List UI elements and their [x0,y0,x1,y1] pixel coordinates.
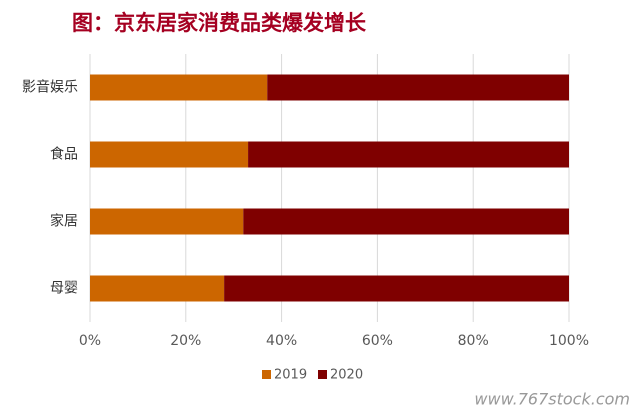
x-tick-label: 100% [549,333,589,349]
x-tick-label: 20% [170,333,201,349]
y-tick-label: 家居 [50,213,78,230]
chart-title: 图：京东居家消费品类爆发增长 [72,11,367,35]
bar [90,141,249,168]
legend-label: 2020 [330,368,363,383]
bar [90,275,225,302]
y-tick-label: 母婴 [50,281,78,297]
x-tick-label: 40% [266,333,297,349]
bar [243,208,569,235]
x-tick-label: 80% [458,333,489,349]
y-tick-label: 食品 [50,146,78,163]
bar [90,74,268,101]
legend-swatch [318,370,327,379]
bar [248,141,569,168]
x-tick-label: 60% [362,333,393,349]
bar [90,208,244,235]
bar [224,275,569,302]
x-tick-label: 0% [79,333,101,349]
bar [267,74,569,101]
legend-label: 2019 [274,368,307,383]
legend-swatch [262,370,271,379]
watermark: www.767stock.com [474,390,630,409]
y-tick-label: 影音娱乐 [22,79,78,96]
